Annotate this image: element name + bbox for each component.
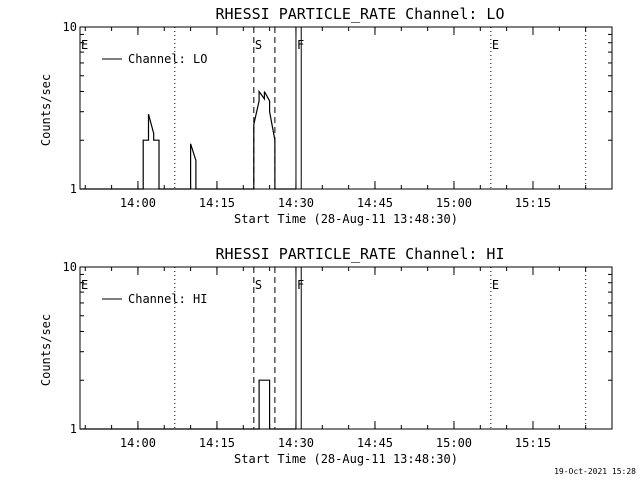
x-tick-label: 14:30 — [278, 436, 314, 450]
event-marker-label: E — [81, 278, 88, 292]
x-tick-label: 14:15 — [199, 196, 235, 210]
x-axis-label: Start Time (28-Aug-11 13:48:30) — [234, 212, 458, 226]
event-marker-label: S — [255, 38, 262, 52]
y-axis-label: Counts/sec — [39, 314, 53, 386]
x-tick-label: 14:45 — [357, 436, 393, 450]
legend-label: Channel: LO — [128, 52, 207, 66]
x-tick-label: 15:15 — [515, 436, 551, 450]
y-tick-label: 10 — [63, 260, 77, 274]
x-tick-label: 14:00 — [120, 196, 156, 210]
y-tick-label: 10 — [63, 20, 77, 34]
chart-title: RHESSI PARTICLE_RATE Channel: HI — [216, 245, 505, 263]
y-tick-label: 1 — [70, 182, 77, 196]
x-axis-label: Start Time (28-Aug-11 13:48:30) — [234, 452, 458, 466]
chart-title: RHESSI PARTICLE_RATE Channel: LO — [216, 5, 505, 23]
x-tick-label: 15:00 — [436, 196, 472, 210]
x-tick-label: 15:15 — [515, 196, 551, 210]
event-marker-label: E — [492, 278, 499, 292]
x-tick-label: 14:00 — [120, 436, 156, 450]
legend-label: Channel: HI — [128, 292, 207, 306]
footer-timestamp: 19-Oct-2021 15:28 — [554, 467, 636, 476]
event-marker-label: F — [297, 278, 304, 292]
x-tick-label: 14:45 — [357, 196, 393, 210]
x-tick-label: 14:15 — [199, 436, 235, 450]
event-marker-label: E — [492, 38, 499, 52]
event-marker-label: S — [255, 278, 262, 292]
x-tick-label: 15:00 — [436, 436, 472, 450]
series-line — [80, 379, 296, 430]
y-axis-label: Counts/sec — [39, 74, 53, 146]
x-tick-label: 14:30 — [278, 196, 314, 210]
chart-panel-2: RHESSI PARTICLE_RATE Channel: HI 14:00 14:… — [39, 245, 613, 466]
series-line — [80, 89, 296, 190]
event-marker-label: F — [297, 38, 304, 52]
y-tick-label: 1 — [70, 422, 77, 436]
chart-panel-1: RHESSI PARTICLE_RATE Channel: LO 14:00 14:… — [39, 5, 613, 226]
event-marker-label: E — [81, 38, 88, 52]
